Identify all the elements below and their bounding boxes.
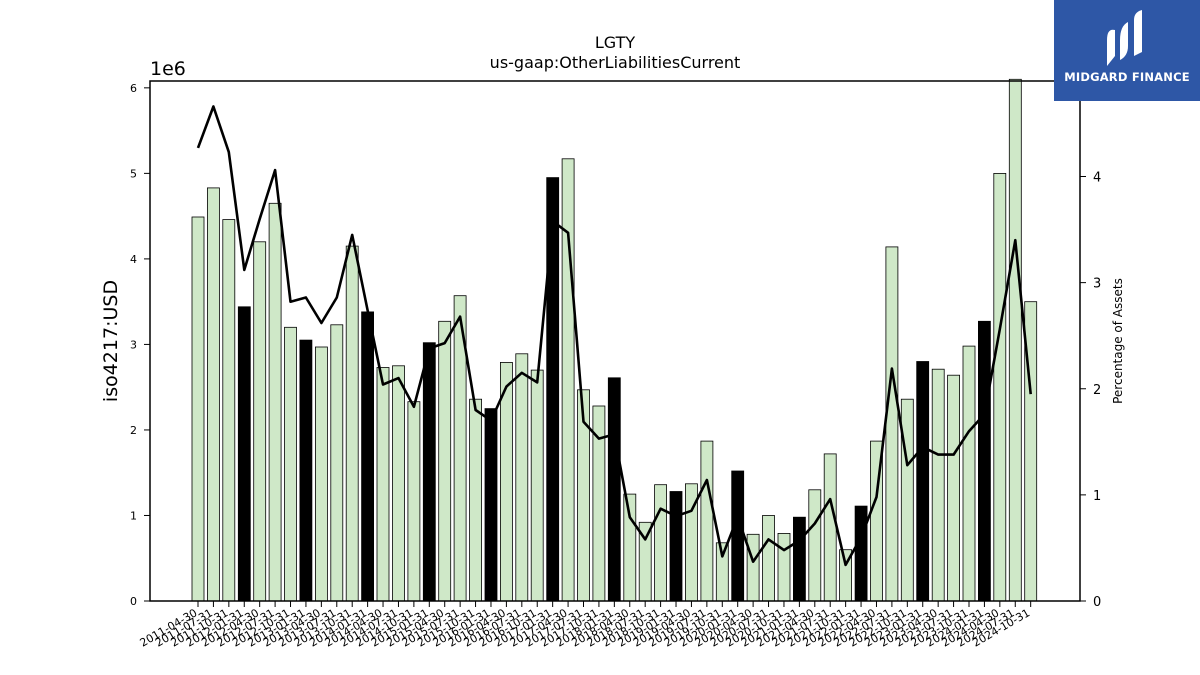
bar [422,342,436,602]
bar [361,311,375,602]
bars-group [191,78,1038,602]
line-group [196,105,1032,567]
y2-tick-label: 4 [1093,171,1101,186]
bar [284,326,297,602]
bar [762,515,775,602]
bar [222,219,236,602]
chart-title: LGTY [595,33,636,52]
plot-frame [149,80,1081,602]
y2-axis-label: Percentage of Assets [1111,278,1125,404]
bar [931,368,945,602]
bar [1008,78,1022,602]
bar [885,246,899,602]
bar [916,361,930,602]
right-axis-ticks: 0 1 2 3 4 [1080,171,1101,610]
bar [484,408,498,602]
y2-tick-label: 3 [1093,277,1101,292]
bar [299,339,313,602]
brand-logo: MIDGARD FINANCE [1054,0,1200,101]
bar [947,374,960,602]
y2-tick-label: 2 [1093,383,1101,398]
bar [669,491,683,602]
bar [777,533,791,602]
y-multiplier-label: 1e6 [150,58,186,80]
y-axis-label: iso4217:USD [100,280,122,402]
bar [438,320,452,602]
bar [345,245,359,602]
bar [314,346,328,602]
y-tick-label: 2 [130,424,137,437]
brand-name: MIDGARD FINANCE [1064,70,1190,84]
bar [253,241,267,602]
bar [900,398,914,602]
bar [376,367,390,602]
bar [854,505,868,602]
bar [206,187,220,602]
bar [700,440,714,602]
y-tick-label: 0 [130,595,137,608]
bar [191,216,205,602]
bar [978,320,991,602]
chart-subtitle: us-gaap:OtherLiabilitiesCurrent [490,53,741,72]
bar [993,172,1007,602]
y-tick-label: 5 [130,167,137,180]
left-axis-ticks: 0 1 2 3 4 5 6 [130,82,150,608]
bar [731,470,745,602]
bar [962,345,976,602]
bar [823,453,837,602]
bar [654,484,667,602]
bar [515,353,529,602]
percentage-line [196,105,1032,567]
y2-tick-label: 1 [1093,489,1101,504]
midgard-m-logo-icon [1107,10,1142,66]
bar [268,202,282,602]
bar [746,533,760,602]
y-tick-label: 3 [130,338,137,351]
y-tick-label: 1 [130,509,137,522]
y-tick-label: 4 [130,253,137,266]
bar [469,398,483,602]
bar [392,365,405,602]
bar [530,369,544,602]
bar [607,377,621,602]
bar [808,489,822,602]
y2-tick-label: 0 [1093,595,1101,610]
bar [407,401,421,602]
bar [561,158,575,602]
x-axis-ticks: 2011-04-302011-07-312011-10-312012-01-31… [138,601,1032,650]
bar [793,516,806,602]
y-tick-label: 6 [130,82,137,95]
bar [546,177,560,602]
bar [330,324,344,602]
bar [237,306,251,602]
